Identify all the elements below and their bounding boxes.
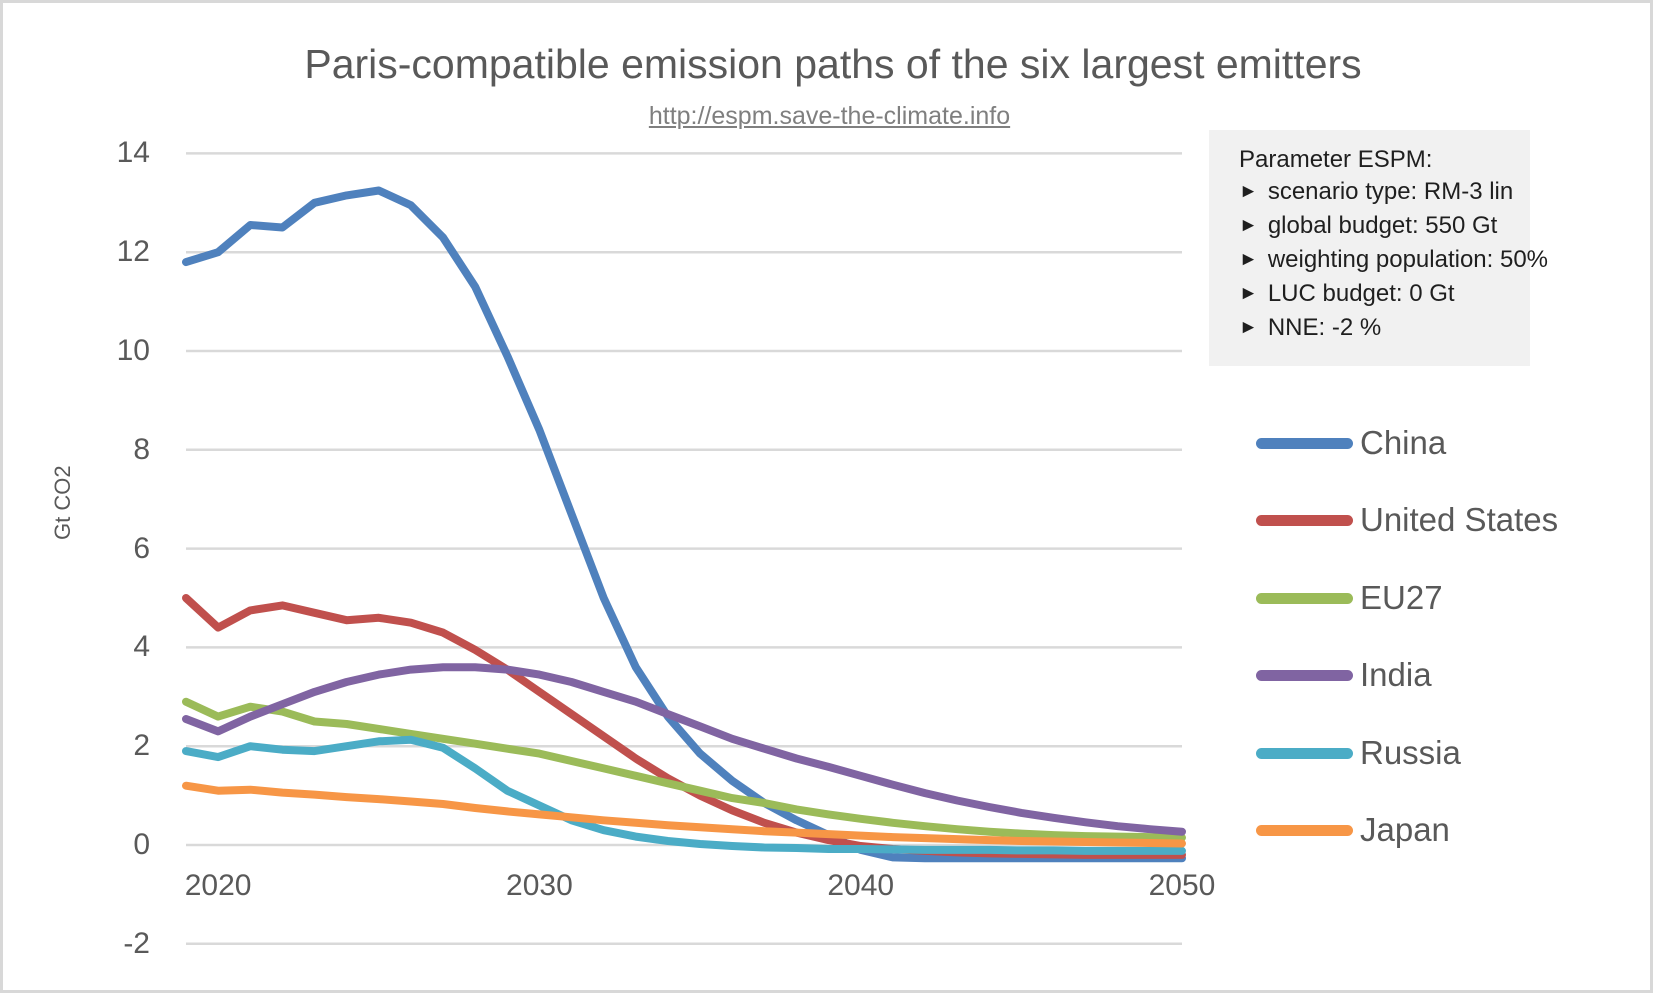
parameter-item-4: ► NNE: -2 % (1239, 312, 1520, 346)
y-tick-label-14: 14 (116, 136, 150, 170)
y-tick-label-6: 6 (133, 531, 150, 565)
triangle-bullet-icon: ► (1239, 249, 1258, 270)
parameter-item-label: NNE: -2 % (1267, 314, 1382, 341)
x-tick-label-2040: 2040 (827, 869, 895, 902)
series-line-india (182, 663, 1186, 836)
legend-swatch-icon (1256, 824, 1353, 836)
legend-label: United States (1360, 501, 1559, 538)
y-tick-label-10: 10 (116, 334, 150, 367)
legend-label: Japan (1360, 811, 1450, 848)
y-axis-title: Gt CO2 (50, 465, 75, 540)
parameter-item-label: weighting population: 50% (1267, 246, 1549, 273)
y-tick-label-0: 0 (133, 828, 150, 861)
plot-area (182, 152, 1186, 946)
legend-item-india: India (1256, 655, 1432, 695)
parameter-box: Parameter ESPM: ► scenario type: RM-3 lin… (1209, 130, 1548, 366)
legend-swatch-icon (1256, 437, 1353, 449)
legend-swatch-icon (1256, 669, 1353, 681)
legend-swatch-icon (1256, 514, 1353, 526)
y-tick-label-12: 12 (116, 235, 150, 269)
legend-item-russia: Russia (1256, 733, 1461, 773)
x-tick-label-2050: 2050 (1148, 869, 1216, 902)
series-line-eu27 (182, 697, 1186, 842)
legend-swatch-icon (1256, 747, 1353, 759)
series-line-japan (182, 781, 1186, 848)
parameter-item-0: ► scenario type: RM-3 lin (1239, 176, 1520, 210)
parameter-item-label: global budget: 550 Gt (1267, 212, 1498, 239)
legend-item-japan: Japan (1256, 810, 1450, 850)
legend: China United States EU27 India Russia Japan (1256, 3, 1636, 990)
parameter-item-2: ► weighting population: 50% (1239, 244, 1548, 278)
triangle-bullet-icon: ► (1239, 215, 1258, 236)
parameter-item-label: LUC budget: 0 Gt (1267, 280, 1455, 307)
series-line-russia (182, 735, 1186, 855)
x-tick-label-2020: 2020 (184, 869, 252, 902)
parameter-item-3: ► LUC budget: 0 Gt (1239, 278, 1520, 312)
parameter-box-title: Parameter ESPM: (1239, 146, 1433, 173)
parameter-item-label: scenario type: RM-3 lin (1267, 178, 1514, 205)
legend-item-united-states: United States (1256, 500, 1558, 540)
chart-title: Paris-compatible emission paths of the s… (304, 41, 1362, 87)
triangle-bullet-icon: ► (1239, 317, 1258, 338)
legend-label: EU27 (1360, 579, 1443, 616)
legend-label: China (1360, 424, 1447, 461)
subtitle-link[interactable]: http://espm.save-the-climate.info (648, 102, 1011, 130)
parameter-box-items: ► scenario type: RM-3 lin ► global budget: … (1239, 176, 1548, 346)
y-tick-label-2: 2 (133, 729, 150, 763)
triangle-bullet-icon: ► (1239, 283, 1258, 304)
legend-item-eu27: EU27 (1256, 578, 1443, 618)
y-tick-label--2: -2 (123, 926, 150, 960)
legend-swatch-icon (1256, 592, 1353, 604)
legend-item-china: China (1256, 423, 1446, 463)
y-tick-label-8: 8 (133, 432, 150, 466)
legend-label: Russia (1360, 734, 1461, 771)
y-tick-label-4: 4 (133, 630, 150, 664)
legend-label: India (1360, 656, 1432, 693)
triangle-bullet-icon: ► (1239, 181, 1258, 202)
x-tick-label-2030: 2030 (506, 869, 573, 902)
parameter-item-1: ► global budget: 550 Gt (1239, 210, 1520, 244)
chart-subtitle: http://espm.save-the-climate.info (3, 102, 1650, 131)
series-line-china (182, 186, 1186, 863)
